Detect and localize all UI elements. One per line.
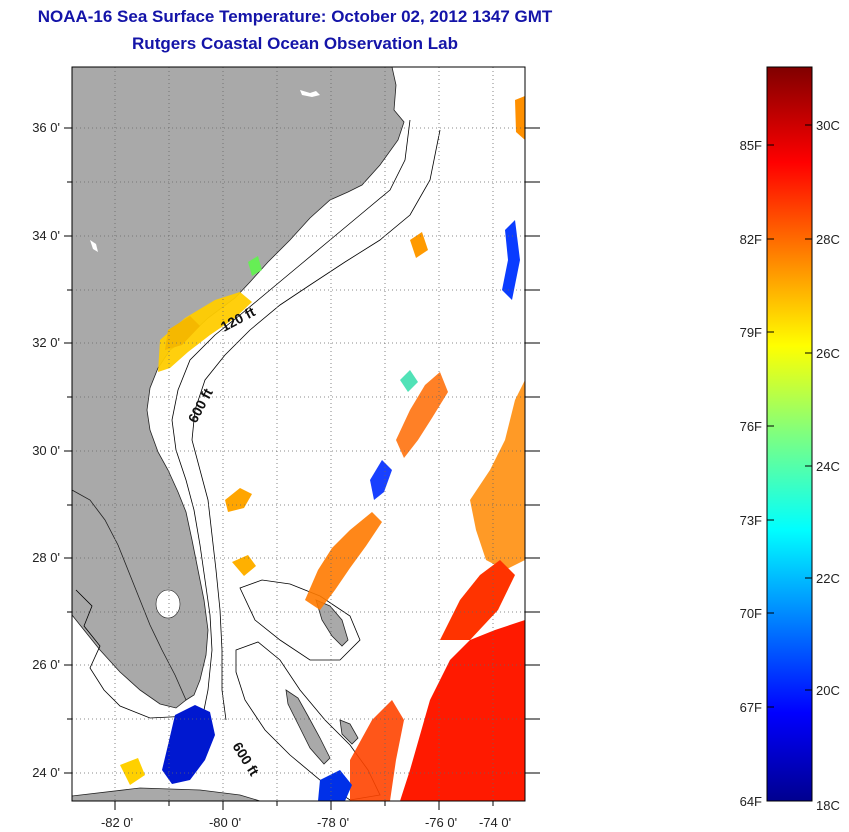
colorbar-label-f: 67F (740, 700, 762, 715)
colorbar-label-c: 28C (816, 232, 840, 247)
map-subtitle: Rutgers Coastal Ocean Observation Lab (132, 34, 458, 53)
sst-patch-cool (162, 705, 215, 784)
lat-label: 34 0' (32, 228, 60, 243)
sst-patch-cool (370, 460, 392, 500)
land-bahamas (339, 719, 359, 745)
sst-patch-mixed (248, 256, 262, 276)
sst-patch-warm-misc (515, 96, 525, 140)
map-title: NOAA-16 Sea Surface Temperature: October… (37, 7, 553, 26)
lat-label: 36 0' (32, 120, 60, 135)
colorbar-label-c: 26C (816, 346, 840, 361)
colorbar (766, 66, 813, 802)
colorbar-label-f: 70F (740, 606, 762, 621)
sst-patch-hot-south (350, 700, 404, 801)
lat-label: 26 0' (32, 657, 60, 672)
lon-label: -78 0' (317, 815, 349, 830)
colorbar-ticks (767, 124, 812, 708)
lat-label: 28 0' (32, 550, 60, 565)
sst-patch-hot-south (440, 560, 515, 640)
lon-label: -74 0' (479, 815, 511, 830)
colorbar-label-c: 20C (816, 683, 840, 698)
contour-bahamas (239, 579, 361, 661)
colorbar-label-c: 22C (816, 571, 840, 586)
sst-patch-mixed (400, 370, 418, 392)
sst-patch-hot-south (400, 620, 525, 801)
lake-okeechobee (155, 589, 181, 619)
colorbar-label-f: 64F (740, 794, 762, 809)
sst-patch-warm-misc (232, 555, 256, 576)
sst-patch-cool (502, 220, 520, 300)
sst-patch-gulfstream (305, 512, 382, 610)
sst-patch-warm-shelf (165, 316, 200, 350)
inland-lake (90, 240, 98, 252)
colorbar-label-c: 24C (816, 459, 840, 474)
colorbar-label-f: 73F (740, 513, 762, 528)
sst-patch-warm-shelf (158, 292, 252, 372)
colorbar-label-c: 30C (816, 118, 840, 133)
lon-label: -82 0' (101, 815, 133, 830)
colorbar-label-c: 18C (816, 798, 840, 813)
lat-label: 30 0' (32, 443, 60, 458)
sst-patch-warm-misc (410, 232, 428, 258)
sst-patch-warm-misc (225, 488, 252, 512)
inland-lake (300, 90, 320, 97)
sst-patch-gulfstream (396, 372, 448, 458)
colorbar-label-f: 79F (740, 325, 762, 340)
land-bahamas (315, 599, 349, 647)
sst-patch-warm-misc (120, 758, 145, 785)
land-florida (72, 489, 187, 709)
lat-label: 32 0' (32, 335, 60, 350)
land-bahamas (285, 689, 331, 765)
colorbar-label-f: 82F (740, 232, 762, 247)
contour-120ft (171, 119, 411, 711)
land-cuba (72, 787, 261, 801)
colorbar-label-f: 76F (740, 419, 762, 434)
sst-patch-cool (318, 770, 352, 801)
lat-label: 24 0' (32, 765, 60, 780)
colorbar-label-f: 85F (740, 138, 762, 153)
lon-label: -76 0' (425, 815, 457, 830)
contour-florida-gulf (75, 589, 191, 719)
axis-ticks (64, 127, 540, 810)
plot-frame (71, 66, 526, 802)
sst-patch-gulfstream (470, 380, 525, 570)
contour-600ft (191, 129, 441, 721)
lon-label: -80 0' (209, 815, 241, 830)
